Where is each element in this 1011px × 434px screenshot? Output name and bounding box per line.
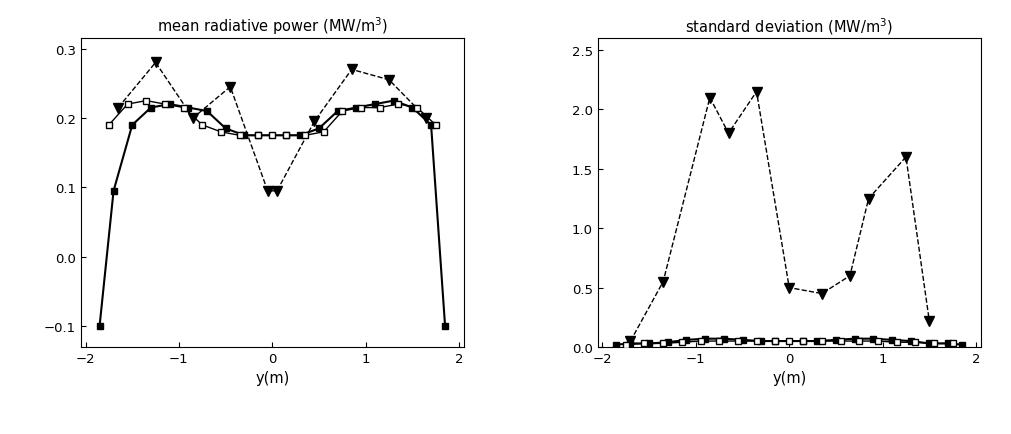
Title: standard deviation (MW/m$^3$): standard deviation (MW/m$^3$) [685, 16, 893, 36]
X-axis label: y(m): y(m) [255, 371, 289, 385]
Title: mean radiative power (MW/m$^3$): mean radiative power (MW/m$^3$) [157, 16, 388, 37]
X-axis label: y(m): y(m) [772, 371, 807, 385]
